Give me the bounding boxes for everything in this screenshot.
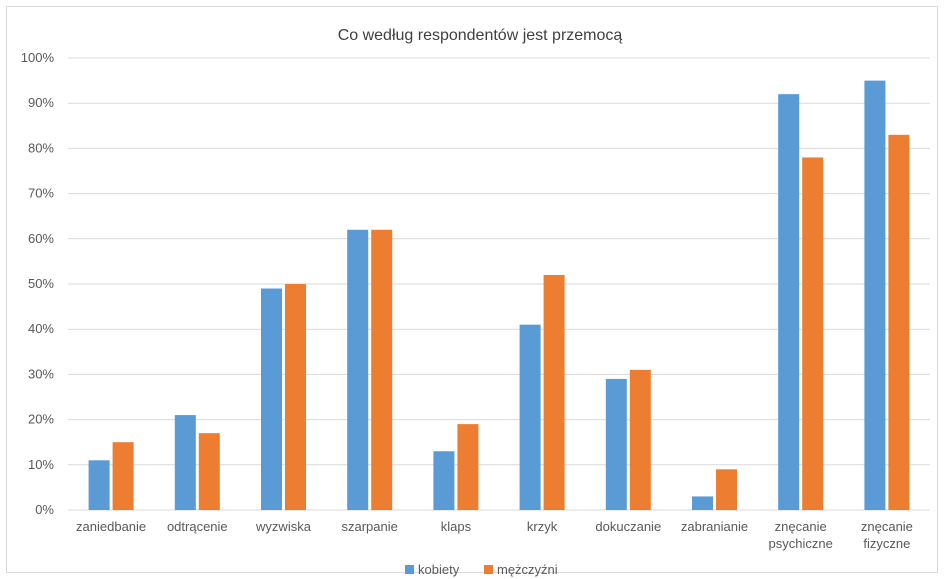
y-tick-label: 70% [28,186,54,201]
bar-mężczyźni-6 [629,369,651,510]
bar-mężczyźni-2 [285,284,306,510]
x-tick-label: zabranianie [681,519,748,534]
legend-swatch [405,565,414,574]
y-tick-label: 100% [21,50,55,65]
bar-kobiety-1 [174,415,196,510]
x-tick-label: szarpanie [342,519,398,534]
bar-mężczyźni-8 [802,157,824,510]
y-tick-label: 30% [28,366,54,381]
legend-label: mężczyźni [497,562,558,577]
bar-mężczyźni-3 [371,229,393,510]
bar-kobiety-4 [433,451,455,510]
x-tick-label: znęcanie [775,519,827,534]
y-tick-label: 50% [28,276,54,291]
bar-mężczyźni-9 [888,134,910,510]
x-tick-label: dokuczanie [595,519,661,534]
bar-kobiety-9 [864,80,886,510]
bar-kobiety-5 [519,324,541,510]
x-tick-label: klaps [441,519,472,534]
bar-kobiety-7 [692,496,713,510]
bar-kobiety-0 [88,460,110,510]
y-tick-label: 40% [28,321,54,336]
x-tick-label: odtrącenie [167,519,228,534]
y-tick-label: 90% [28,95,54,110]
bar-kobiety-2 [261,288,282,510]
bar-kobiety-3 [347,229,369,510]
x-tick-label: krzyk [527,519,558,534]
bar-mężczyźni-0 [112,442,134,510]
legend: kobiety mężczyźni [405,562,558,577]
y-tick-label: 80% [28,140,54,155]
y-tick-label: 0% [35,502,54,517]
x-tick-label: zaniedbanie [76,519,146,534]
x-axis: zaniedbanie odtrącenie wyzwiska szarpanie kl… [76,519,913,551]
y-tick-label: 20% [28,412,54,427]
bar-mężczyźni-1 [198,433,220,510]
bar-kobiety-8 [778,94,800,510]
chart-title: Co według respondentów jest przemocą [338,27,623,44]
legend-label: kobiety [418,562,460,577]
bars [88,80,910,510]
legend-swatch [484,565,493,574]
x-tick-label: znęcanie [861,519,913,534]
bar-mężczyźni-5 [543,274,565,510]
bar-mężczyźni-7 [716,469,737,510]
y-axis: 0% 10% 20% 30% 40% 50% 60% 70% 80% 90% 100% [21,50,55,517]
x-tick-label: fizyczne [863,536,910,551]
bar-mężczyźni-4 [457,424,479,510]
x-tick-label: wyzwiska [255,519,312,534]
y-tick-label: 60% [28,231,54,246]
gridlines [68,57,930,511]
y-tick-label: 10% [28,457,54,472]
x-tick-label: psychiczne [769,536,833,551]
bar-kobiety-6 [605,378,627,510]
